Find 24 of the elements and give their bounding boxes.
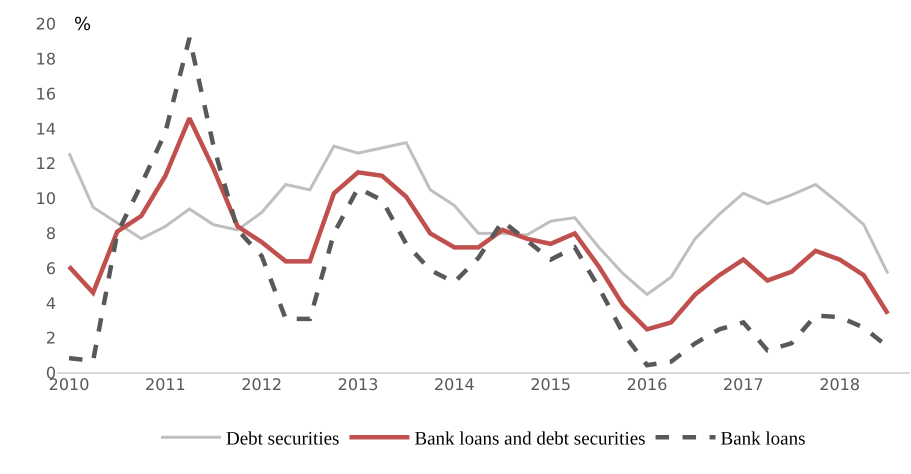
y-tick-label: 4	[46, 294, 56, 313]
y-tick-label: 8	[46, 224, 56, 243]
x-tick-label: 2016	[626, 375, 668, 394]
x-tick-label: 2014	[434, 375, 475, 394]
x-tick-label: 2015	[530, 375, 572, 394]
y-tick-label: 6	[46, 258, 56, 278]
x-tick-label: 2017	[722, 375, 764, 394]
x-tick-label: 2018	[819, 375, 860, 394]
y-tick-label: 2	[46, 328, 56, 348]
y-tick-label: 18	[36, 50, 56, 68]
x-tick-label: 2013	[338, 375, 378, 394]
legend-label: Debt securities	[226, 428, 340, 450]
x-tick-label: 2011	[145, 375, 186, 394]
y-axis-title: %	[74, 14, 92, 35]
y-tick-label: 20	[36, 14, 56, 34]
x-tick-label: 2012	[241, 375, 282, 394]
y-tick-label: 12	[36, 154, 56, 174]
line-series	[68, 141, 890, 296]
y-tick-label: 16	[36, 84, 56, 104]
y-tick-label: 14	[36, 119, 56, 138]
legend-label: Bank loans	[720, 428, 806, 450]
legend-label: Bank loans and debt securities	[414, 428, 646, 450]
y-tick-label: 10	[36, 189, 56, 208]
line-series	[66, 116, 890, 332]
